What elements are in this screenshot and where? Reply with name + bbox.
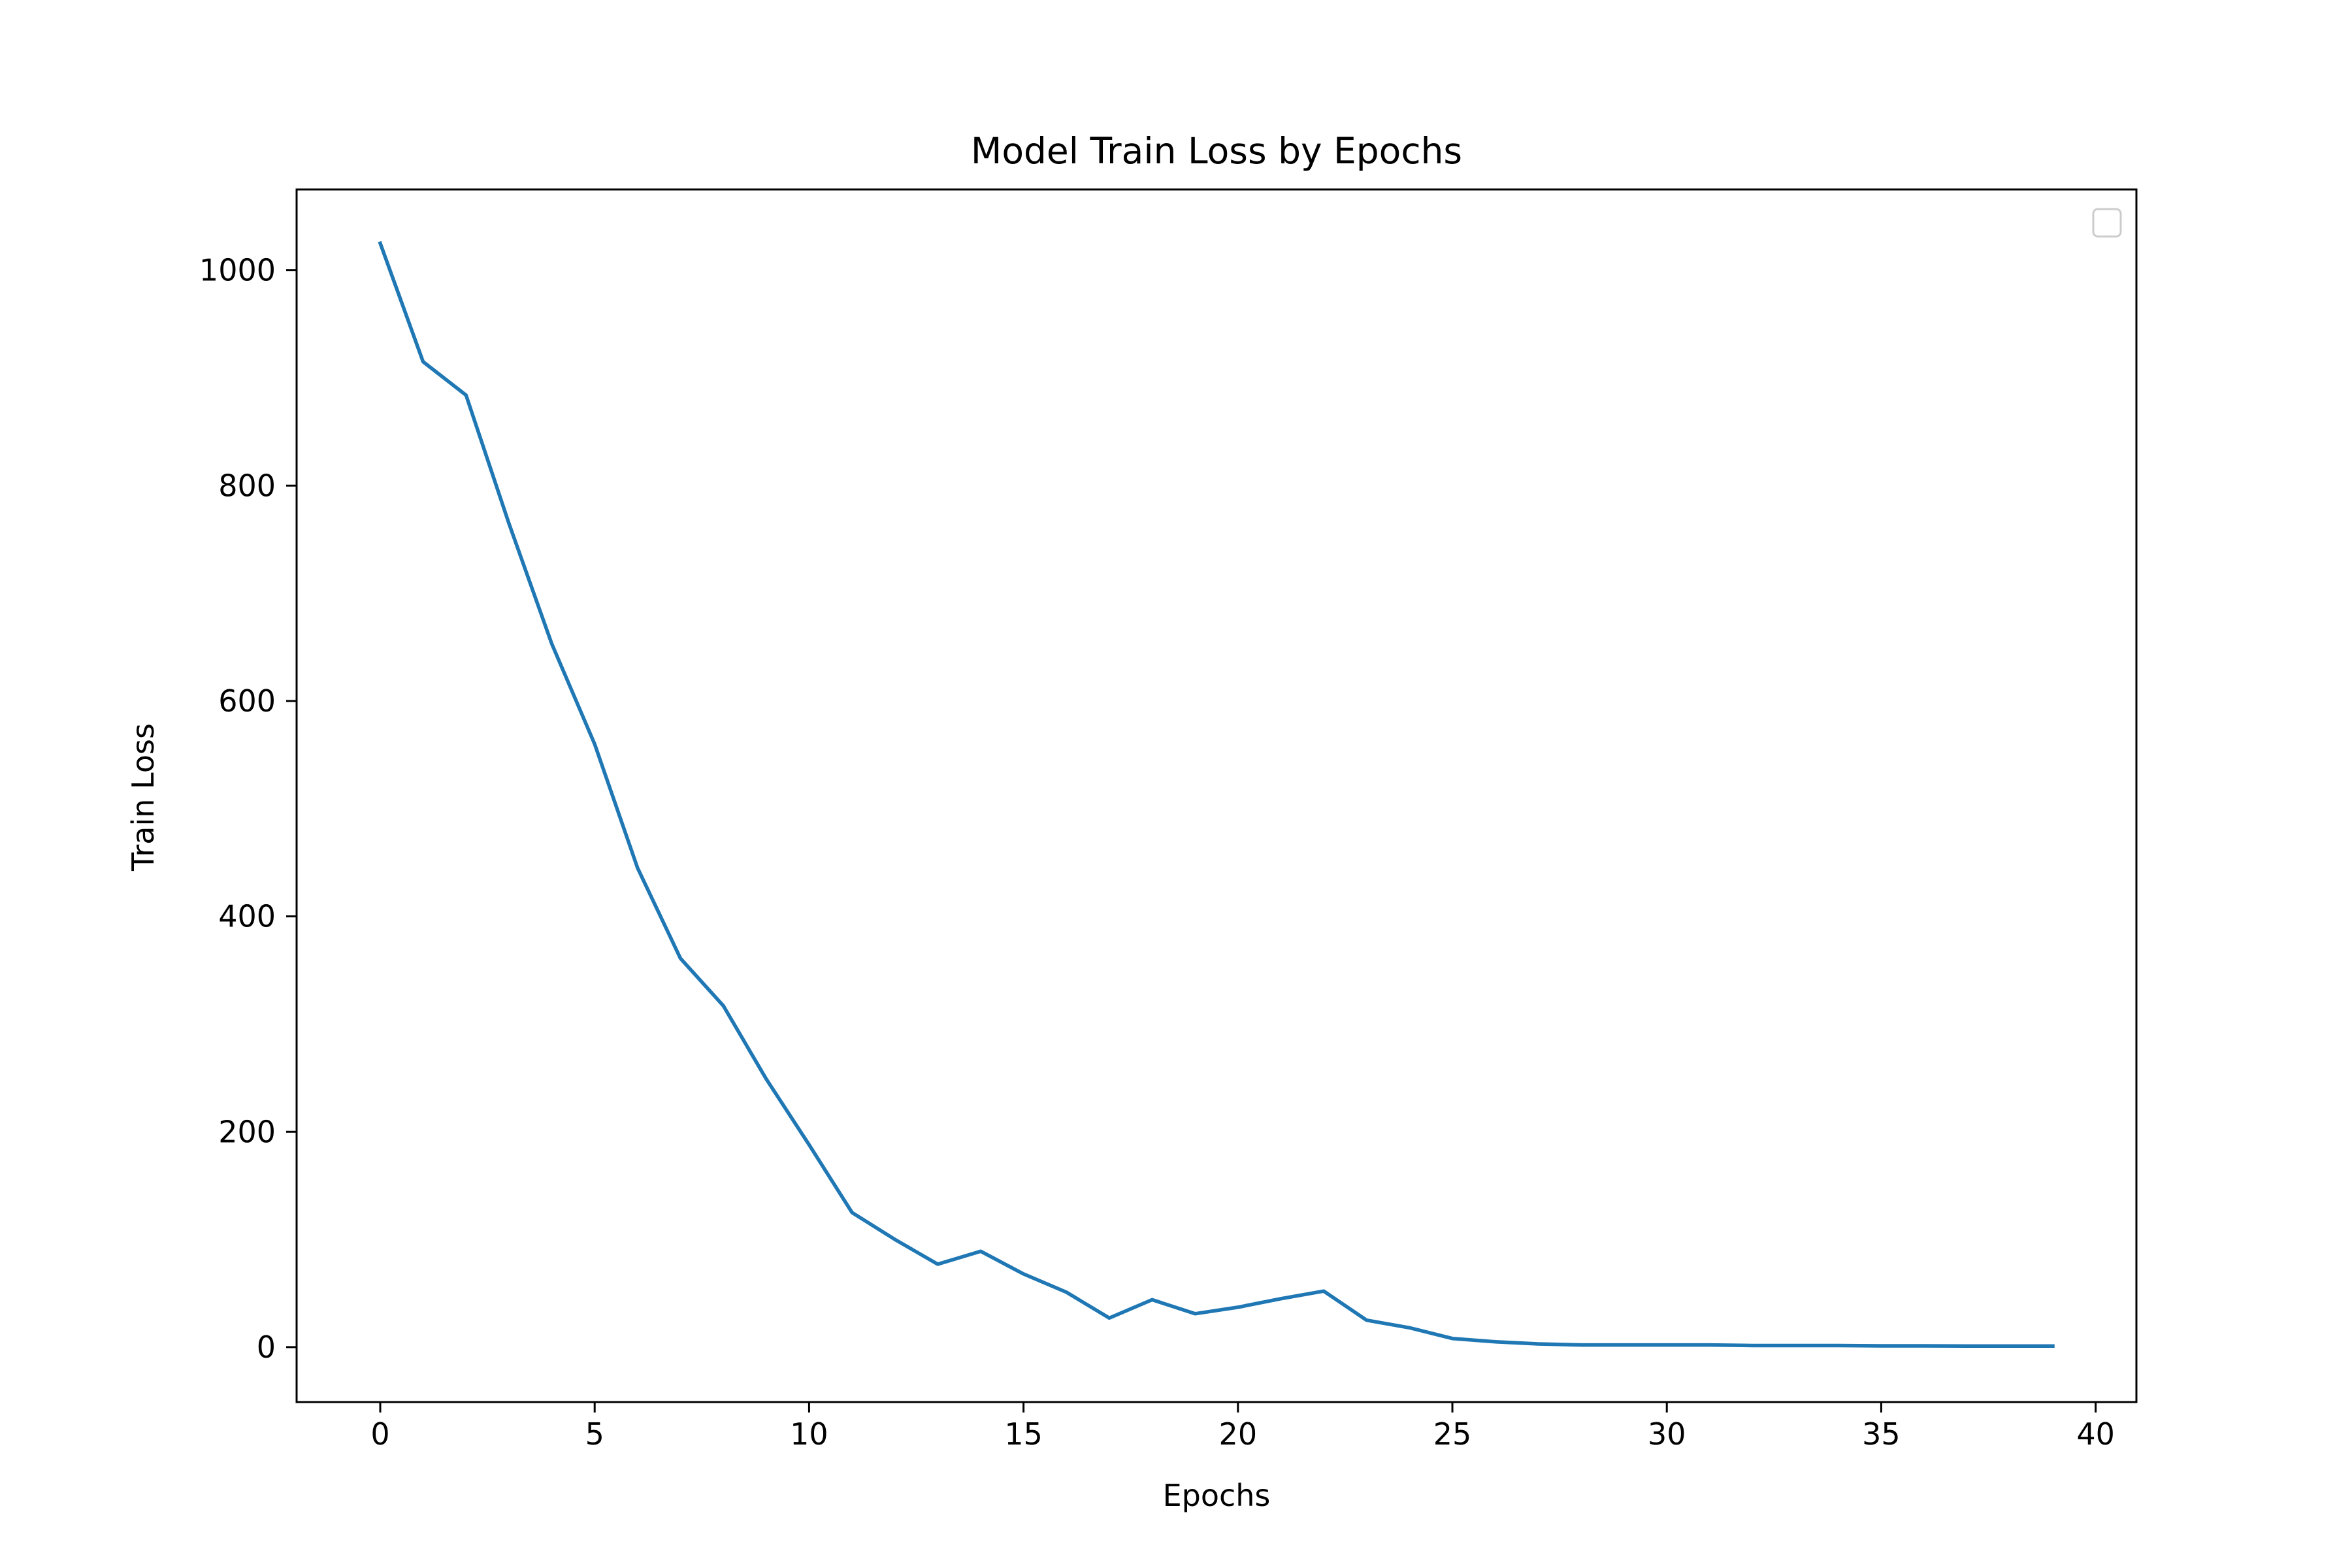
chart-title: Model Train Loss by Epochs [971, 130, 1462, 172]
x-tick-label: 20 [1219, 1416, 1258, 1452]
x-tick-label: 15 [1004, 1416, 1043, 1452]
x-tick-label: 30 [1648, 1416, 1686, 1452]
x-tick-label: 35 [1862, 1416, 1901, 1452]
y-axis-label: Train Loss [125, 723, 161, 872]
y-axis-ticks: 0 200 400 600 800 1000 [199, 253, 297, 1365]
y-tick-label: 200 [218, 1114, 276, 1149]
x-tick-label: 25 [1433, 1416, 1472, 1452]
x-tick-label: 5 [585, 1416, 604, 1452]
y-tick-label: 0 [257, 1330, 276, 1365]
series-layer [378, 240, 2055, 1348]
y-tick-label: 400 [218, 899, 276, 934]
axes-frame [295, 188, 2138, 1403]
x-tick-label: 10 [790, 1416, 828, 1452]
y-tick-label: 800 [218, 468, 276, 503]
x-axis-ticks: 0 5 10 15 20 25 30 35 40 [370, 1402, 2115, 1452]
x-tick-label: 0 [370, 1416, 389, 1452]
y-tick-label: 600 [218, 683, 276, 719]
x-tick-label: 40 [2076, 1416, 2115, 1452]
x-axis-label: Epochs [1163, 1478, 1271, 1513]
y-tick-label: 1000 [199, 253, 276, 288]
series-line [378, 240, 2055, 1348]
legend-box [2092, 208, 2122, 238]
